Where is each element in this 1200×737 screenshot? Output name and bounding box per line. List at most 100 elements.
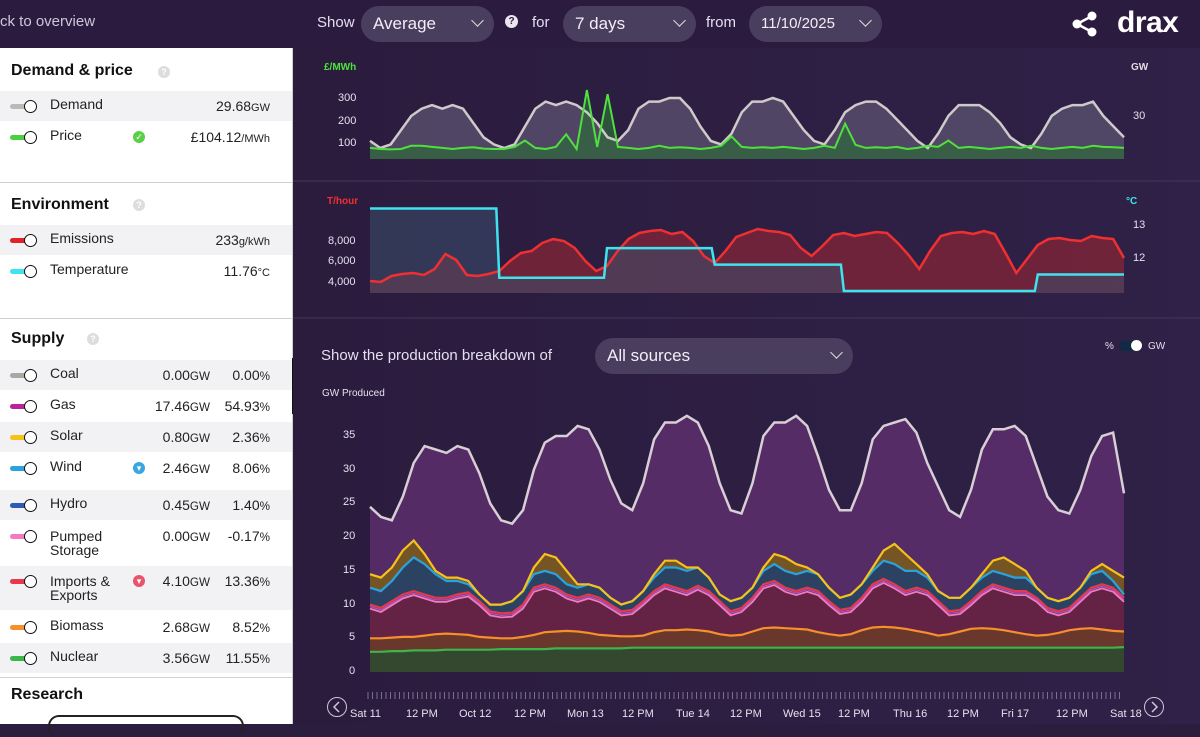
x-tick-label: Sat 11 — [350, 708, 381, 720]
help-icon[interactable]: ? — [505, 15, 518, 28]
chevron-right-icon — [1151, 701, 1159, 713]
divider — [0, 318, 292, 319]
drax-logo[interactable]: drax — [1117, 6, 1179, 39]
x-tick-label: Oct 12 — [459, 708, 492, 720]
supply-percent-value: 1.40% — [232, 497, 270, 513]
supply-percent-value: -0.17% — [227, 528, 270, 544]
help-icon[interactable]: ? — [158, 66, 170, 78]
research-button[interactable] — [48, 715, 244, 737]
unit-toggle[interactable] — [1119, 340, 1142, 351]
pumped-storage-line — [369, 581, 1125, 619]
help-icon[interactable]: ? — [87, 333, 99, 345]
gw-produced-label: GW Produced — [322, 388, 385, 399]
divider — [0, 677, 292, 678]
y-tick: 6,000 — [328, 255, 356, 267]
percent-toggle-label[interactable]: % — [1105, 341, 1114, 352]
emissions-row[interactable]: Emissions 233g/kWh — [0, 225, 292, 255]
main-panel: £/MWh GW 300 200 100 30 T/hour °C 8,000 … — [293, 48, 1200, 724]
y-tick: 13 — [1133, 219, 1146, 231]
toggle-icon[interactable] — [10, 100, 38, 113]
breakdown-select[interactable]: All sources — [595, 338, 853, 374]
demand-row[interactable]: Demand 29.68GW — [0, 91, 292, 121]
divider — [0, 182, 292, 183]
price-row[interactable]: Price ✓ £104.12/MWh — [0, 122, 292, 152]
supply-row-coal[interactable]: Coal 0.00GW 0.00% — [0, 360, 292, 390]
check-icon: ✓ — [133, 131, 145, 143]
temperature-value: 11.76°C — [223, 263, 270, 279]
toggle-icon[interactable] — [10, 265, 38, 278]
temperature-area — [370, 208, 1124, 293]
x-tick-label: 12 PM — [622, 708, 654, 720]
supply-percent-value: 0.00% — [232, 367, 270, 383]
supply-gw-value: 2.68GW — [162, 619, 210, 635]
supply-row-nuclear[interactable]: Nuclear 3.56GW 11.55% — [0, 643, 292, 673]
share-icon[interactable] — [1070, 10, 1100, 38]
y-tick: 300 — [338, 92, 357, 104]
supply-gw-value: 0.80GW — [162, 429, 210, 445]
help-icon[interactable]: ? — [133, 199, 145, 211]
temperature-row[interactable]: Temperature 11.76°C — [0, 256, 292, 286]
supply-row-gas[interactable]: Gas 17.46GW 54.93% — [0, 391, 292, 421]
x-tick-label: Thu 16 — [893, 708, 928, 720]
emissions-line — [369, 227, 1126, 284]
imports-status-icon: ▾ — [133, 575, 145, 587]
supply-gw-value: 17.46GW — [154, 398, 210, 414]
x-tick-label: 12 PM — [1056, 708, 1088, 720]
supply-percent-value: 13.36% — [224, 573, 270, 589]
show-select-value: Average — [373, 14, 437, 33]
emissions-label: Emissions — [50, 230, 114, 246]
toggle-icon[interactable] — [10, 462, 38, 475]
gas-others-line — [369, 577, 1125, 615]
next-week-button[interactable] — [1144, 697, 1164, 717]
price-value: £104.12/MWh — [190, 129, 270, 145]
temperature-line — [370, 207, 1124, 293]
supply-row-hydro[interactable]: Hydro 0.45GW 1.40% — [0, 490, 292, 520]
period-select[interactable]: 7 days — [563, 6, 696, 42]
y-tick: 35 — [343, 429, 356, 441]
gw-toggle-label[interactable]: GW — [1148, 341, 1166, 352]
for-label: for — [532, 14, 550, 31]
back-to-overview-link[interactable]: ck to overview — [0, 13, 96, 30]
toggle-icon[interactable] — [10, 621, 38, 634]
x-tick-label: 12 PM — [838, 708, 870, 720]
supply-gw-value: 0.45GW — [162, 497, 210, 513]
temperature-label: Temperature — [50, 261, 129, 277]
supply-label: Gas — [50, 396, 76, 412]
show-select[interactable]: Average — [361, 6, 494, 42]
chevron-down-icon — [859, 14, 872, 27]
environment-title: Environment — [11, 196, 109, 213]
y-tick: 4,000 — [328, 276, 356, 288]
supply-label: Wind — [50, 458, 82, 474]
toggle-icon[interactable] — [10, 400, 38, 413]
charts-svg — [293, 48, 1200, 724]
demand-line — [369, 96, 1125, 150]
supply-row-wind[interactable]: Wind ▾ 2.46GW 8.06% — [0, 453, 292, 483]
supply-row-imports[interactable]: Imports & Exports ▾ 4.10GW 13.36% — [0, 566, 292, 610]
supply-title: Supply — [11, 330, 65, 347]
demand-value: 29.68GW — [216, 98, 270, 114]
y-tick: 200 — [338, 115, 357, 127]
supply-row-pumped[interactable]: Pumped Storage 0.00GW -0.17% — [0, 521, 292, 565]
supply-gw-value: 0.00GW — [162, 367, 210, 383]
toggle-icon[interactable] — [10, 234, 38, 247]
toggle-icon[interactable] — [10, 530, 38, 543]
supply-gw-value: 4.10GW — [162, 573, 210, 589]
date-select[interactable]: 11/10/2025 — [749, 6, 882, 42]
supply-label: Hydro — [50, 495, 88, 511]
y-tick: 15 — [343, 563, 356, 576]
nuclear-area — [370, 647, 1124, 672]
previous-week-button[interactable] — [327, 697, 347, 717]
toggle-icon[interactable] — [10, 575, 38, 588]
toggle-icon[interactable] — [10, 369, 38, 382]
date-select-value: 11/10/2025 — [761, 15, 835, 32]
toggle-icon[interactable] — [10, 652, 38, 665]
emissions-axis-unit: T/hour — [327, 196, 359, 207]
top-bar: ck to overview Show Average ? for 7 days… — [0, 0, 1200, 48]
toggle-icon[interactable] — [10, 131, 38, 144]
y-tick: 5 — [349, 631, 356, 644]
toggle-icon[interactable] — [10, 499, 38, 512]
supply-row-biomass[interactable]: Biomass 2.68GW 8.52% — [0, 612, 292, 642]
toggle-icon[interactable] — [10, 431, 38, 444]
supply-row-solar[interactable]: Solar 0.80GW 2.36% — [0, 422, 292, 452]
x-tick-label: Wed 15 — [783, 708, 821, 720]
